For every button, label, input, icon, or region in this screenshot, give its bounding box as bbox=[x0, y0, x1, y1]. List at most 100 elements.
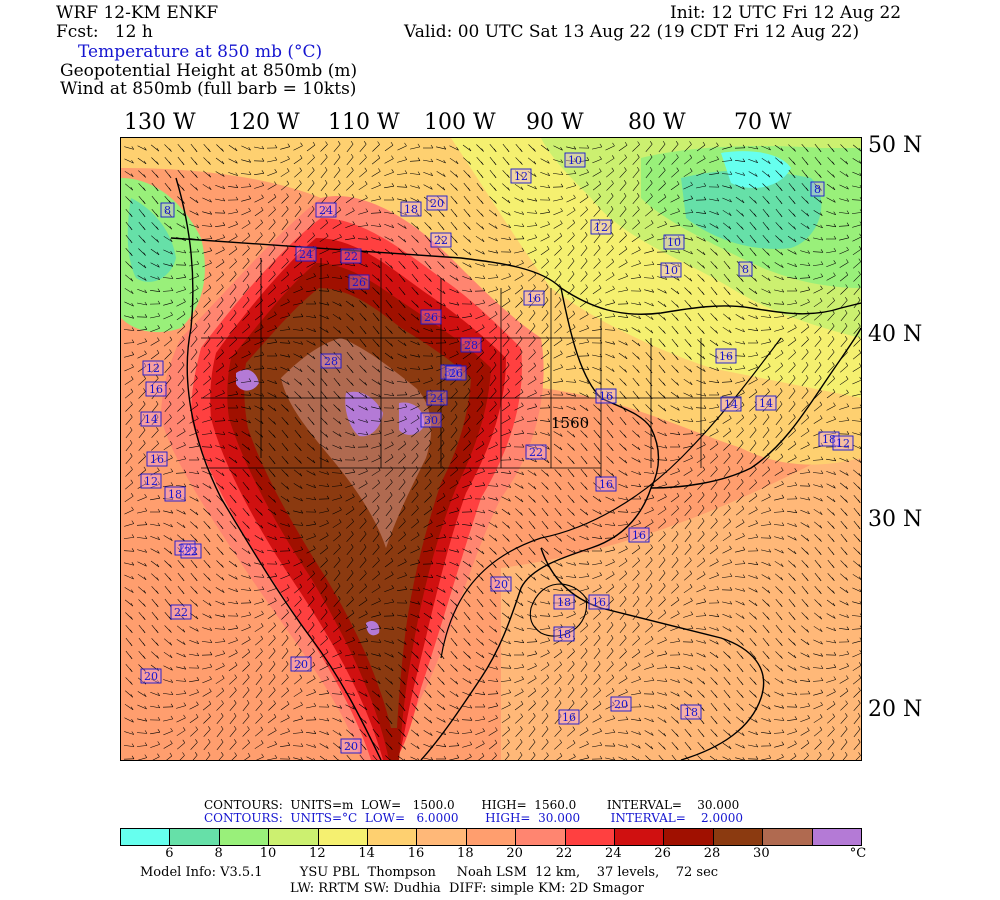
wind-barb bbox=[202, 197, 212, 203]
field-nw-cooler bbox=[127, 198, 176, 282]
wind-barb-flag bbox=[482, 251, 485, 255]
wind-barb-flag bbox=[508, 224, 511, 228]
wind-barb-flag bbox=[313, 545, 316, 549]
wind-barb-flag bbox=[313, 342, 316, 346]
wind-barb-flag bbox=[794, 263, 797, 267]
wind-barb-flag bbox=[170, 703, 174, 707]
wind-barb-flag bbox=[793, 226, 796, 230]
wind-barb bbox=[787, 315, 797, 319]
wind-barb bbox=[137, 573, 147, 581]
wind-barb bbox=[306, 560, 316, 568]
wind-barb bbox=[424, 455, 432, 465]
wind-barb bbox=[722, 185, 732, 189]
wind-barb-flag bbox=[378, 442, 382, 446]
wind-barb bbox=[554, 689, 562, 699]
wind-barb-flag bbox=[170, 287, 174, 291]
wind-barb-flag bbox=[482, 454, 485, 458]
wind-barb-flag bbox=[482, 287, 486, 291]
wind-barb-flag bbox=[429, 226, 432, 230]
wind-barb-flag bbox=[416, 317, 420, 321]
wind-barb-flag bbox=[391, 380, 394, 384]
wind-barb-flag bbox=[779, 213, 783, 218]
wind-barb bbox=[696, 212, 706, 214]
wind-barb bbox=[643, 472, 655, 474]
wind-barb-flag bbox=[650, 316, 654, 320]
wind-barb bbox=[163, 314, 173, 320]
wind-barb-flag bbox=[534, 445, 538, 449]
wind-barb-flag bbox=[468, 375, 471, 379]
field-lt6c bbox=[721, 151, 791, 188]
wind-barb-flag bbox=[430, 377, 433, 381]
wind-barb-flag bbox=[363, 343, 367, 348]
wind-barb bbox=[605, 158, 615, 164]
wind-barb bbox=[397, 159, 407, 163]
wind-barb-flag bbox=[833, 676, 837, 680]
wind-barb-flag bbox=[547, 209, 551, 213]
wind-barb bbox=[801, 404, 809, 412]
wind-barb bbox=[774, 456, 784, 464]
wind-barb bbox=[722, 430, 732, 438]
wind-barb-flag bbox=[664, 664, 668, 668]
wind-barb bbox=[541, 469, 549, 477]
wind-barb-flag bbox=[469, 288, 473, 293]
wind-barb bbox=[332, 666, 342, 670]
wind-barb bbox=[216, 560, 224, 568]
wind-barb-flag bbox=[689, 291, 692, 295]
wind-barb-flag bbox=[312, 557, 316, 562]
wind-barb bbox=[215, 379, 225, 385]
wind-barb-flag bbox=[833, 688, 836, 692]
wind-barb-flag bbox=[781, 288, 785, 293]
wind-barb bbox=[409, 160, 421, 162]
wind-barb-flag bbox=[168, 387, 172, 392]
wind-barb-flag bbox=[560, 575, 563, 579]
wind-barb-flag bbox=[468, 174, 471, 178]
wind-barb bbox=[372, 573, 380, 581]
wind-barb-flag bbox=[416, 415, 420, 419]
wind-barb-flag bbox=[675, 356, 679, 361]
wind-barb bbox=[371, 600, 381, 606]
wind-barb bbox=[281, 221, 289, 231]
wind-barb-flag bbox=[208, 498, 212, 503]
wind-barb bbox=[514, 458, 524, 462]
wind-barb bbox=[332, 444, 342, 450]
wind-barb-flag bbox=[741, 519, 745, 523]
wind-barb-flag bbox=[506, 336, 510, 340]
wind-barb-flag bbox=[806, 349, 809, 353]
wind-barb bbox=[462, 289, 472, 293]
wind-barb-flag bbox=[806, 148, 809, 152]
wind-barb bbox=[267, 588, 277, 592]
wind-barb-flag bbox=[754, 265, 757, 269]
wind-barb-flag bbox=[598, 180, 602, 185]
wind-barb-flag bbox=[677, 679, 680, 683]
wind-barb bbox=[788, 352, 796, 360]
wind-barb bbox=[437, 690, 445, 698]
wind-barb bbox=[723, 300, 731, 308]
wind-barb-flag bbox=[560, 159, 564, 163]
wind-barb-flag bbox=[170, 679, 174, 683]
wind-barb bbox=[345, 704, 355, 710]
wind-barb bbox=[605, 561, 615, 567]
wind-barb bbox=[658, 599, 666, 607]
wind-barb bbox=[514, 419, 524, 423]
wind-barb-flag bbox=[611, 408, 614, 412]
wind-barb bbox=[565, 381, 577, 383]
wind-barb-flag bbox=[417, 171, 421, 175]
wind-barb-flag bbox=[506, 161, 510, 166]
wind-barb-flag bbox=[767, 466, 771, 470]
wind-barb-flag bbox=[390, 557, 394, 562]
wind-barb-flag bbox=[261, 170, 265, 174]
wind-barb bbox=[606, 637, 614, 647]
wind-barb bbox=[306, 678, 316, 684]
wind-barb bbox=[514, 691, 524, 697]
wind-barb-flag bbox=[181, 577, 185, 582]
wind-barb-flag bbox=[130, 376, 134, 380]
wind-barb-flag bbox=[781, 480, 784, 485]
wind-barb bbox=[333, 547, 341, 555]
wind-barb bbox=[358, 211, 368, 215]
wind-barb bbox=[150, 327, 160, 333]
wind-barb bbox=[553, 381, 563, 383]
wind-barb bbox=[696, 366, 706, 372]
wind-barb-flag bbox=[157, 264, 160, 268]
wind-barb-flag bbox=[729, 614, 732, 619]
wind-barb-flag bbox=[559, 460, 562, 464]
